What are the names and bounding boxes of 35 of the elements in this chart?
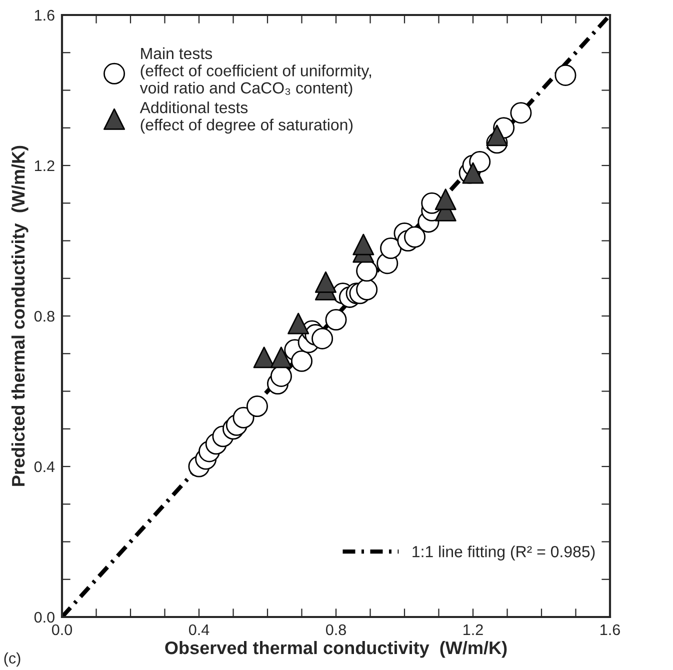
x-tick-label: 0.8 — [326, 624, 346, 636]
point — [510, 102, 532, 124]
point — [462, 162, 484, 184]
point — [352, 234, 374, 256]
y-tick-label: 0.0 — [34, 612, 54, 623]
legend-label: 1:1 line fitting (R² = 0.985) — [412, 546, 595, 560]
point — [290, 350, 313, 372]
y-tick-label: 0.4 — [34, 461, 55, 472]
point — [253, 346, 275, 368]
legend-label: Main tests (effect of coefficient of uniformity, void ratio and CaCO₃ content) — [140, 47, 372, 97]
point — [246, 396, 268, 418]
legend-label: Additional tests (effect of degree of saturation) — [140, 102, 353, 134]
x-axis-title: Observed thermal conductivity (W/m/K) — [165, 640, 507, 658]
y-tick-label: 0.8 — [34, 310, 54, 322]
point — [486, 124, 508, 146]
text: (c) — [4, 652, 20, 667]
x-tick-label: 0.4 — [188, 624, 210, 636]
x-tick-label: 1.6 — [600, 624, 620, 636]
point — [312, 328, 334, 350]
point — [325, 309, 347, 331]
point — [288, 312, 310, 334]
y-tick-label: 1.6 — [34, 10, 54, 21]
point — [356, 278, 378, 300]
point — [232, 406, 254, 428]
x-tick-label: 0.0 — [52, 624, 72, 636]
point — [270, 346, 292, 368]
x-tick-label: 1.2 — [464, 624, 483, 636]
point — [380, 238, 402, 260]
point — [554, 64, 576, 86]
point — [434, 188, 456, 210]
point — [314, 271, 336, 293]
y-axis-title: Predicted thermal conductivity (W/m/K) — [11, 146, 28, 486]
point — [404, 226, 426, 248]
point — [469, 150, 491, 172]
y-tick-label: 1.2 — [34, 160, 54, 172]
